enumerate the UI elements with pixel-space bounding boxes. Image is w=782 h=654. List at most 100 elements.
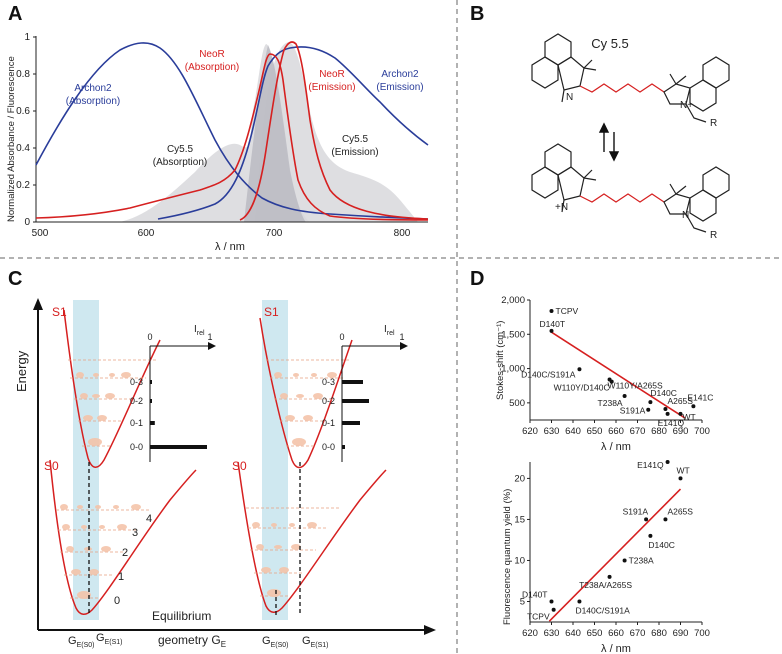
data-point bbox=[577, 599, 582, 604]
n-bottom: N bbox=[682, 210, 689, 221]
s0-curve-right bbox=[237, 461, 387, 613]
transition-0-0: 0-0 bbox=[322, 442, 335, 452]
x-tick-label: 640 bbox=[565, 628, 581, 639]
data-point bbox=[622, 558, 627, 563]
x-tick: 800 bbox=[394, 228, 411, 239]
y-tick: 0.4 bbox=[16, 143, 30, 154]
s0-label-left: S0 bbox=[44, 459, 59, 473]
n-plus-bottom-left: +N bbox=[555, 202, 568, 213]
energy-axis-arrow bbox=[33, 298, 43, 310]
vibrational-level-numbers: 0 1 2 3 4 bbox=[114, 513, 152, 607]
equilibrium-arrows bbox=[598, 122, 620, 162]
point-label: WT bbox=[677, 465, 690, 475]
s1-curve-right bbox=[259, 317, 353, 469]
data-point bbox=[577, 367, 582, 372]
cy55-em-label-1: Cy5.5 bbox=[342, 134, 369, 145]
y-tick: 1 bbox=[24, 32, 30, 43]
archon2-absorption-curve bbox=[35, 42, 429, 220]
point-label: A265S bbox=[667, 506, 693, 516]
intensity-bar bbox=[150, 399, 152, 403]
x-tick-label: 660 bbox=[608, 628, 624, 639]
neor-abs-label-2: (Absorption) bbox=[185, 62, 239, 73]
s1-curve-left bbox=[63, 309, 161, 468]
point-label: D140T bbox=[540, 319, 566, 329]
panel-a-y-ticks: 0 0.2 0.4 0.6 0.8 1 bbox=[16, 32, 36, 228]
panel-a-x-ticks: 500 600 700 800 bbox=[32, 228, 411, 239]
equilibrium-label-1: Equilibrium bbox=[152, 609, 211, 623]
level-4: 4 bbox=[146, 513, 152, 525]
x-tick-label: 620 bbox=[522, 426, 538, 437]
y-tick-label: 2,000 bbox=[501, 295, 525, 306]
point-label: A265S bbox=[667, 396, 693, 406]
point-label: D140T bbox=[522, 589, 548, 599]
data-point bbox=[663, 517, 668, 522]
point-label: E141C bbox=[687, 392, 713, 402]
transition-0-3: 0-3 bbox=[130, 377, 143, 387]
stokes-plot: Stokes-shift (cm⁻¹) λ / nm 620 630 640 650 6… bbox=[495, 295, 713, 453]
intensity-inset-right: 0 1 Irel 0-3 0-2 0-1 0-0 bbox=[322, 324, 408, 462]
transition-0-3: 0-3 bbox=[322, 377, 335, 387]
y-tick-label: 5 bbox=[520, 596, 525, 607]
data-point bbox=[665, 411, 670, 416]
x-tick-label: 660 bbox=[608, 426, 624, 437]
irel-label: Irel bbox=[194, 324, 205, 337]
point-label: TCPV bbox=[556, 306, 579, 316]
x-tick-label: 640 bbox=[565, 426, 581, 437]
point-label: TCPV bbox=[527, 612, 550, 622]
y-tick: 0.6 bbox=[16, 106, 30, 117]
equilibrium-label-2: geometry GE bbox=[158, 633, 226, 649]
intensity-bar bbox=[342, 445, 345, 449]
data-point bbox=[549, 599, 554, 604]
transition-0-0: 0-0 bbox=[130, 442, 143, 452]
x-tick-label: 650 bbox=[587, 426, 603, 437]
x-tick-label: 680 bbox=[651, 426, 667, 437]
panel-d: D Stokes-shift (cm⁻¹) λ / nm 620 630 640 65… bbox=[470, 268, 713, 654]
s0-wavefunctions-right bbox=[252, 522, 317, 597]
cy55-structure-bottom bbox=[531, 143, 730, 233]
r-bottom: R bbox=[710, 230, 717, 241]
point-label: D140C bbox=[648, 540, 674, 550]
x-tick-label: 630 bbox=[544, 628, 560, 639]
inset-axis-1: 1 bbox=[399, 332, 404, 342]
x-tick-label: 700 bbox=[694, 426, 710, 437]
qy-xlabel: λ / nm bbox=[601, 643, 631, 654]
panel-b: B Cy 5.5 N N+ R bbox=[470, 3, 730, 241]
point-label: E141Q bbox=[658, 418, 685, 428]
intensity-bar bbox=[150, 445, 207, 449]
panel-c: C Energy S1 S0 bbox=[8, 268, 436, 649]
y-tick-label: 20 bbox=[514, 473, 525, 484]
data-point bbox=[691, 404, 696, 409]
s1-label-right: S1 bbox=[264, 305, 279, 319]
x-tick: 500 bbox=[32, 228, 49, 239]
transition-0-1: 0-1 bbox=[130, 418, 143, 428]
neor-em-label-1: NeoR bbox=[319, 69, 345, 80]
geometry-axis-arrow bbox=[424, 625, 436, 635]
neor-absorption-curve bbox=[35, 53, 429, 221]
archon2-abs-label-2: (Absorption) bbox=[66, 96, 120, 107]
neor-emission-curve bbox=[239, 41, 429, 221]
cy55-abs-label-1: Cy5.5 bbox=[167, 144, 194, 155]
franck-condon-band-left bbox=[73, 300, 99, 620]
point-label: E141Q bbox=[637, 460, 664, 470]
cy55-title: Cy 5.5 bbox=[591, 36, 629, 51]
x-tick-label: 690 bbox=[673, 426, 689, 437]
point-label: D140C/S191A bbox=[575, 605, 630, 615]
intensity-bar bbox=[342, 421, 360, 425]
energy-label: Energy bbox=[14, 350, 29, 392]
data-point bbox=[551, 607, 556, 612]
panel-a-xlabel: λ / nm bbox=[215, 241, 245, 253]
archon2-abs-label-1: Archon2 bbox=[74, 83, 112, 94]
inset-axis-0: 0 bbox=[147, 332, 152, 342]
level-1: 1 bbox=[118, 571, 124, 583]
n-top-left: N bbox=[566, 92, 573, 103]
point-label: T238A/A265S bbox=[579, 580, 632, 590]
r-top: R bbox=[710, 118, 717, 129]
ge-s1-label-left: GE(S1) bbox=[96, 632, 122, 646]
data-point bbox=[607, 574, 612, 579]
cy55-emission-area bbox=[255, 42, 418, 222]
level-2: 2 bbox=[122, 547, 128, 559]
x-tick: 700 bbox=[266, 228, 283, 239]
x-tick-label: 650 bbox=[587, 628, 603, 639]
x-tick: 600 bbox=[138, 228, 155, 239]
